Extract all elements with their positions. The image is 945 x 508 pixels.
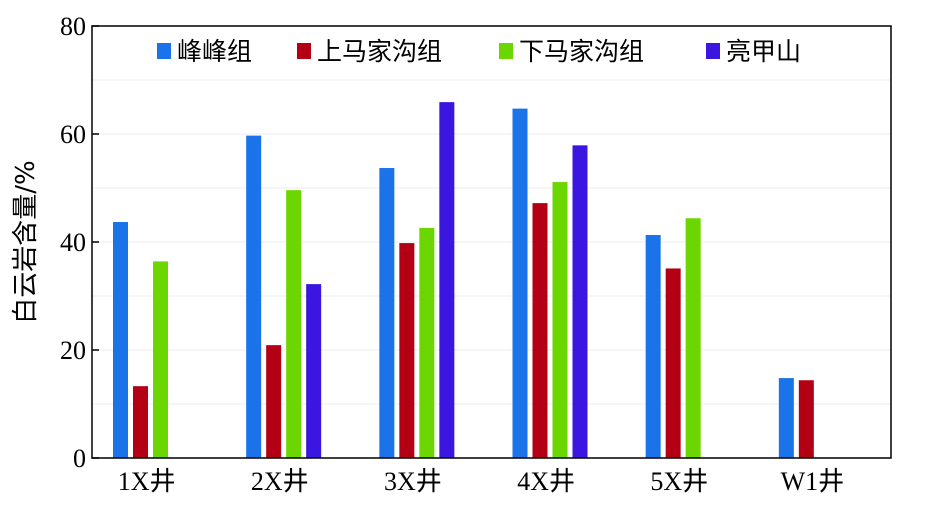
legend-label: 峰峰组 [177, 37, 252, 66]
bar [778, 378, 794, 458]
bar [512, 108, 528, 459]
bars-layer [113, 102, 814, 459]
bar [133, 386, 148, 458]
bar [266, 345, 282, 458]
legend-label: 下马家沟组 [519, 37, 644, 66]
legend-label: 上马家沟组 [317, 37, 442, 66]
legend-swatch [297, 43, 311, 59]
y-tick-label: 80 [60, 12, 86, 41]
x-tick-label: 2X井 [251, 467, 309, 496]
x-tick-label: 1X井 [118, 467, 176, 496]
bar [552, 182, 568, 458]
bar [153, 261, 168, 458]
x-tick-label: 5X井 [650, 467, 708, 496]
bar [113, 222, 128, 458]
legend: 峰峰组 上马家沟组 下马家沟组 亮甲山 [157, 37, 801, 66]
bar [798, 380, 814, 458]
bar [532, 203, 548, 458]
bar [572, 145, 588, 458]
bar [286, 190, 302, 458]
y-tick-label: 20 [60, 336, 86, 365]
legend-swatch [157, 43, 171, 59]
grid-layer [92, 79, 891, 405]
bar [246, 135, 262, 458]
y-tick-label: 0 [73, 444, 86, 473]
y-axis-title: 白云岩含量/% [11, 160, 41, 323]
bar [439, 102, 455, 458]
ticks-layer: 0 20 40 60 80 1X井 2X井 3X井 4X井 5X井 W1井 [60, 12, 844, 496]
bar [645, 234, 661, 458]
x-tick-label: W1井 [781, 467, 845, 496]
bar [419, 227, 435, 458]
y-tick-label: 60 [60, 120, 86, 149]
bar [399, 243, 415, 458]
bar [685, 218, 701, 458]
x-tick-label: 4X井 [517, 467, 575, 496]
bar [306, 284, 322, 458]
legend-label: 亮甲山 [726, 37, 801, 66]
legend-swatch [706, 43, 720, 59]
legend-swatch [499, 43, 513, 59]
y-tick-label: 40 [60, 228, 86, 257]
x-tick-label: 3X井 [384, 467, 442, 496]
bar [665, 268, 681, 458]
bar [379, 168, 395, 458]
